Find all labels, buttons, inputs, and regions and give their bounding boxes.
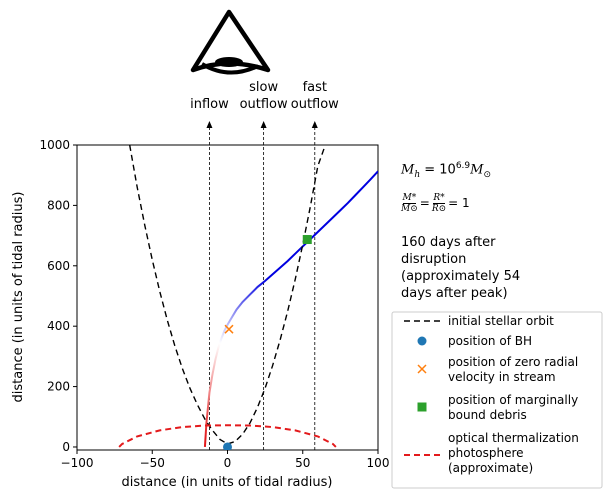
y-tick-label: 400 <box>47 319 70 333</box>
ratio-annotation: M* M⊙ = R* R⊙ = 1 <box>401 193 470 214</box>
arrow-up-icon <box>206 121 213 128</box>
legend-swatch <box>417 364 427 374</box>
x-tick-label: −100 <box>61 456 94 470</box>
stellar-orbit-line <box>128 145 326 445</box>
y-tick-label: 600 <box>47 259 70 273</box>
view-direction-label: inflow <box>190 97 229 112</box>
legend-label: (approximate) <box>448 461 533 475</box>
view-direction-label: fast <box>303 80 327 95</box>
x-tick-label: −50 <box>140 456 165 470</box>
marginally-bound-marker <box>302 235 312 245</box>
legend-label: bound debris <box>448 408 527 422</box>
y-tick-label: 1000 <box>39 138 70 152</box>
mass-annotation: Mh = 106.9M⊙ <box>401 161 491 180</box>
legend-item: position of BH <box>417 334 532 348</box>
legend-swatch <box>417 402 427 412</box>
photosphere-line <box>118 424 337 448</box>
legend-label: optical thermalization <box>448 431 579 445</box>
x-axis-label: distance (in units of tidal radius) <box>122 475 333 489</box>
legend-item: optical thermalizationphotosphere(approx… <box>404 431 579 475</box>
legend: initial stellar orbit position of BH posit… <box>391 311 603 489</box>
debris-stream-line <box>203 170 378 448</box>
view-direction-label: outflow <box>240 97 288 112</box>
legend-label: photosphere <box>448 446 524 460</box>
time-annotation: 160 days after disruption (approximately… <box>401 235 521 301</box>
zero-velocity-marker <box>224 324 234 334</box>
arrow-up-icon <box>311 121 318 128</box>
legend-label: initial stellar orbit <box>448 314 554 328</box>
legend-label: position of zero radial <box>448 355 578 369</box>
y-tick-label: 800 <box>47 198 70 212</box>
view-direction-label: outflow <box>291 97 339 112</box>
y-tick-label: 0 <box>62 440 70 454</box>
legend-label: position of marginally <box>448 393 578 407</box>
x-tick-label: 50 <box>295 456 310 470</box>
x-tick-label: 0 <box>224 456 232 470</box>
plot-frame <box>76 144 379 451</box>
y-axis-label: distance (in units of tidal radius) <box>11 192 26 403</box>
arrow-up-icon <box>260 121 267 128</box>
view-direction-label: slow <box>249 80 278 95</box>
legend-label: position of BH <box>448 334 532 348</box>
legend-label: velocity in stream <box>448 370 556 384</box>
legend-item: initial stellar orbit <box>404 314 554 328</box>
bh-marker <box>223 442 232 450</box>
x-tick-label: 100 <box>367 456 390 470</box>
legend-swatch <box>417 336 427 346</box>
eye-icon <box>190 9 271 75</box>
y-tick-label: 200 <box>47 380 70 394</box>
